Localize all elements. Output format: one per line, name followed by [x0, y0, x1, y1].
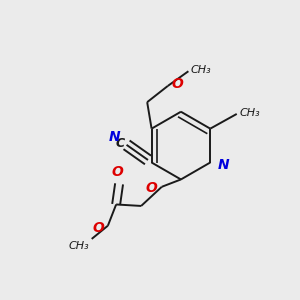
Text: N: N	[109, 130, 121, 144]
Text: O: O	[112, 165, 124, 179]
Text: CH₃: CH₃	[191, 65, 212, 75]
Text: CH₃: CH₃	[69, 241, 89, 251]
Text: O: O	[146, 181, 158, 195]
Text: CH₃: CH₃	[239, 108, 260, 118]
Text: O: O	[92, 221, 104, 235]
Text: O: O	[171, 77, 183, 91]
Text: N: N	[218, 158, 229, 172]
Text: C: C	[115, 137, 124, 150]
